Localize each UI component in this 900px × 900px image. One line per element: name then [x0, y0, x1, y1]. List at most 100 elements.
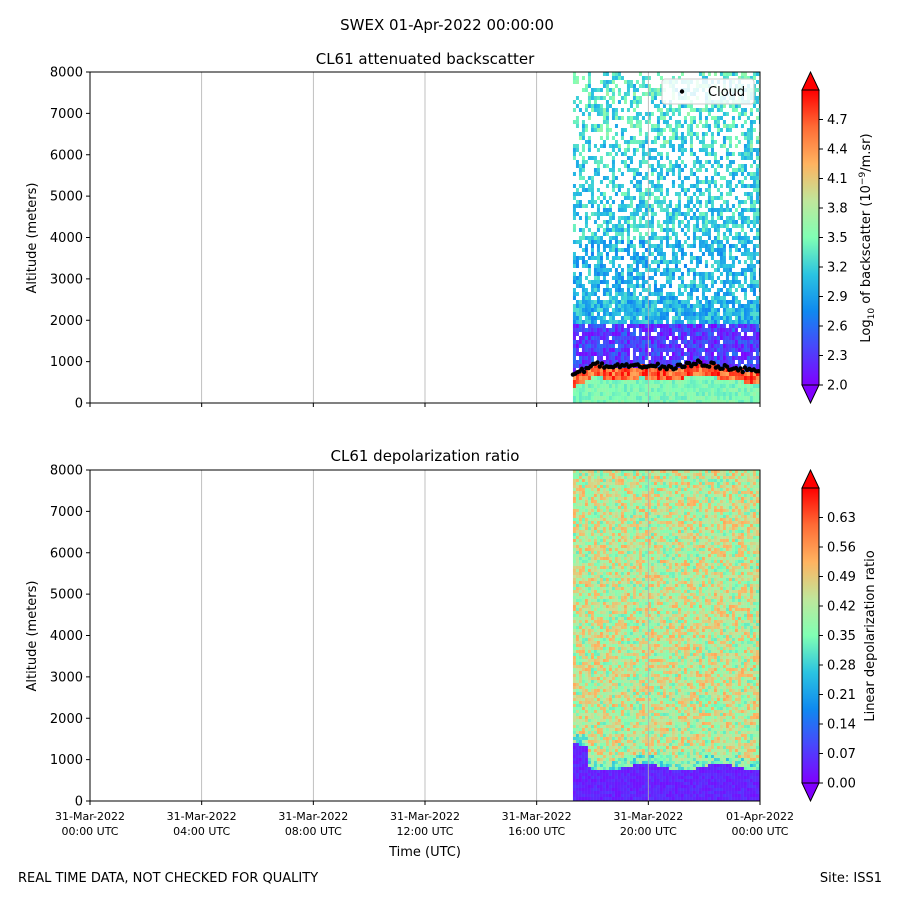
heatmap-cell: [602, 308, 606, 312]
heatmap-cell: [683, 264, 687, 268]
heatmap-cell: [605, 776, 609, 779]
heatmap-cell: [602, 292, 606, 296]
heatmap-cell: [572, 683, 576, 686]
heatmap-cell: [605, 244, 609, 248]
heatmap-cell: [656, 300, 660, 304]
heatmap-cell: [692, 324, 696, 328]
heatmap-cell: [578, 674, 582, 677]
heatmap-cell: [572, 662, 576, 665]
heatmap-cell: [617, 184, 621, 188]
heatmap-cell: [758, 216, 760, 220]
heatmap-cell: [632, 148, 636, 152]
heatmap-cell: [659, 316, 663, 320]
heatmap-cell: [626, 196, 630, 200]
heatmap-cell: [662, 400, 666, 403]
heatmap-cell: [650, 232, 654, 236]
heatmap-cell: [575, 124, 579, 128]
heatmap-cell: [605, 731, 609, 734]
heatmap-cell: [698, 228, 702, 232]
heatmap-cell: [611, 376, 615, 380]
heatmap-cell: [587, 743, 591, 746]
heatmap-cell: [689, 208, 693, 212]
heatmap-cell: [758, 376, 760, 380]
heatmap-cell: [617, 368, 621, 372]
heatmap-cell: [581, 503, 585, 506]
heatmap-cell: [668, 280, 672, 284]
heatmap-cell: [578, 593, 582, 596]
heatmap-cell: [584, 384, 588, 388]
heatmap-cell: [590, 752, 594, 755]
heatmap-cell: [602, 372, 606, 376]
colorbar-label-part: Log: [859, 319, 874, 342]
heatmap-cell: [746, 236, 750, 240]
heatmap-cell: [743, 220, 747, 224]
heatmap-cell: [719, 260, 723, 264]
heatmap-cell: [722, 220, 726, 224]
heatmap-cell: [572, 731, 576, 734]
heatmap-cell: [599, 635, 603, 638]
heatmap-cell: [656, 324, 660, 328]
heatmap-cell: [575, 698, 579, 701]
heatmap-cell: [737, 216, 741, 220]
heatmap-cell: [626, 336, 630, 340]
heatmap-cell: [620, 152, 624, 156]
heatmap-cell: [740, 392, 744, 396]
heatmap-cell: [590, 104, 594, 108]
heatmap-cell: [755, 96, 759, 100]
heatmap-cell: [701, 232, 705, 236]
heatmap-cell: [578, 650, 582, 653]
heatmap-cell: [716, 228, 720, 232]
heatmap-cell: [656, 268, 660, 272]
heatmap-cell: [596, 308, 600, 312]
heatmap-cell: [587, 593, 591, 596]
heatmap-cell: [755, 316, 759, 320]
heatmap-cell: [722, 280, 726, 284]
heatmap-cell: [602, 650, 606, 653]
heatmap-cell: [590, 180, 594, 184]
heatmap-cell: [752, 236, 756, 240]
heatmap-cell: [581, 587, 585, 590]
heatmap-cell: [671, 256, 675, 260]
heatmap-cell: [722, 336, 726, 340]
heatmap-cell: [644, 384, 648, 388]
heatmap-cell: [584, 797, 588, 800]
heatmap-cell: [608, 473, 612, 476]
heatmap-cell: [665, 208, 669, 212]
heatmap-cell: [581, 698, 585, 701]
legend: Cloud: [661, 78, 755, 105]
heatmap-cell: [719, 376, 723, 380]
heatmap-cell: [662, 236, 666, 240]
heatmap-cell: [596, 240, 600, 244]
heatmap-cell: [593, 773, 597, 776]
cloud-point: [597, 364, 602, 369]
heatmap-cell: [581, 380, 585, 384]
heatmap-cell: [593, 108, 597, 112]
heatmap-cell: [584, 360, 588, 364]
heatmap-cell: [620, 160, 624, 164]
heatmap-cell: [740, 220, 744, 224]
heatmap-cell: [707, 352, 711, 356]
heatmap-cell: [608, 518, 612, 521]
heatmap-cell: [596, 767, 600, 770]
heatmap-cell: [644, 320, 648, 324]
heatmap-cell: [599, 476, 603, 479]
heatmap-cell: [578, 767, 582, 770]
heatmap-cell: [596, 680, 600, 683]
heatmap-cell: [701, 192, 705, 196]
heatmap-cell: [626, 164, 630, 168]
heatmap-cell: [701, 136, 705, 140]
heatmap-cell: [593, 340, 597, 344]
heatmap-cell: [578, 304, 582, 308]
heatmap-cell: [620, 192, 624, 196]
heatmap-cell: [617, 72, 621, 76]
heatmap-cell: [734, 396, 738, 400]
heatmap-cell: [734, 232, 738, 236]
heatmap-cell: [572, 620, 576, 623]
heatmap-cell: [581, 527, 585, 530]
heatmap-cell: [590, 380, 594, 384]
heatmap-cell: [620, 356, 624, 360]
heatmap-cell: [695, 300, 699, 304]
heatmap-cell: [575, 626, 579, 629]
heatmap-cell: [584, 779, 588, 782]
